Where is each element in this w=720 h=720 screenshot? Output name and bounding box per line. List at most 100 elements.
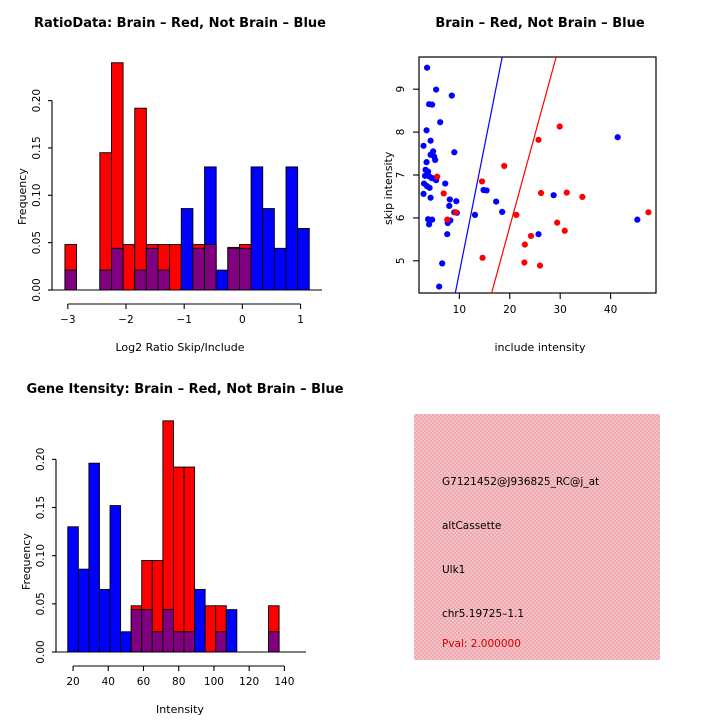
scatter-point <box>634 216 641 223</box>
scatter-point <box>579 193 586 200</box>
scatter-panel: Brain – Red, Not Brain – Blue 5 6 7 8 9 10 20 3… <box>360 0 720 360</box>
svg-ratio-xaxis: −3 −2 −1 0 1 <box>60 303 304 326</box>
y-tick-label: 0.15 <box>31 136 43 159</box>
svg-scatter-yaxis: 5 6 7 8 9 <box>395 86 419 264</box>
ratio-histogram-panel: RatioData: Brain – Red, Not Brain – Blue… <box>0 0 360 360</box>
hist-bar-overlap <box>110 247 124 291</box>
y-tick-label: 0.05 <box>35 592 47 615</box>
scatter-point <box>423 127 430 134</box>
ratio-histogram-plot: 0.00 0.05 0.10 0.15 0.20 −3 −2 −1 0 1 <box>31 62 322 326</box>
scatter-point <box>535 136 542 143</box>
hist-bar-overlap <box>227 247 240 291</box>
scatter-point <box>479 254 486 261</box>
hist-bar <box>273 247 287 291</box>
scatter-point <box>535 231 542 238</box>
gene-histogram-plot: 0.00 0.05 0.10 0.15 0.20 20 40 60 80 100 120 140 <box>35 420 306 688</box>
x-tick-label: −1 <box>176 314 191 326</box>
scatter-point <box>521 241 528 248</box>
scatter-point <box>424 168 432 175</box>
hist-bar <box>297 227 310 291</box>
hist-bar-overlap <box>141 609 153 653</box>
hist-bar-overlap <box>157 269 171 291</box>
scatter-point <box>478 178 486 185</box>
scatter-point <box>536 262 544 269</box>
scatter-point <box>471 211 479 219</box>
scatter-point <box>483 187 490 194</box>
gene-histogram-ylabel: Frequency <box>20 533 33 590</box>
scatter-point <box>427 137 434 144</box>
hist-bar-overlap <box>192 247 206 291</box>
x-tick-label: 100 <box>204 676 224 688</box>
x-tick-label: 20 <box>503 304 516 316</box>
scatter-point <box>561 227 568 234</box>
plot-box <box>418 56 657 294</box>
hist-bar-overlap <box>145 247 159 291</box>
hist-bar <box>109 505 122 653</box>
svg-gene-bars <box>67 420 280 653</box>
hist-bar-overlap <box>172 631 185 653</box>
scatter-point <box>448 92 455 99</box>
threshold-line-red-threshold <box>491 57 557 293</box>
x-tick-label: −2 <box>118 314 133 326</box>
hist-bar <box>99 152 112 291</box>
scatter-point <box>446 196 453 203</box>
svg-ratio-bars <box>64 62 310 291</box>
scatter-point <box>420 190 427 197</box>
scatter-point <box>521 259 528 266</box>
y-tick-label: 0.10 <box>35 544 47 567</box>
hist-bar <box>204 605 217 653</box>
hist-bar <box>183 466 196 653</box>
hist-bar <box>180 208 194 291</box>
gene-info-panel: G7121452@J936825_RC@j_at altCassette Ulk… <box>414 414 660 660</box>
scatter-point <box>439 260 446 267</box>
scatter-point <box>499 208 506 215</box>
ratio-histogram-xlabel: Log2 Ratio Skip/Include <box>115 341 245 354</box>
hist-bar <box>134 107 147 291</box>
scatter-point <box>444 231 451 238</box>
x-tick-label: 1 <box>297 314 304 326</box>
hist-bar <box>215 269 229 291</box>
hist-bar-overlap <box>130 609 143 653</box>
scatter-point <box>513 211 520 219</box>
hist-bar-overlap <box>99 269 112 291</box>
gene-symbol-text: Ulk1 <box>442 564 466 576</box>
hist-bar <box>285 166 299 291</box>
scatter-point <box>501 162 508 170</box>
hist-bar <box>67 526 79 653</box>
scatter-point <box>442 180 449 187</box>
x-tick-label: 60 <box>137 676 150 688</box>
x-tick-label: 10 <box>453 304 466 316</box>
x-tick-label: 0 <box>239 314 246 326</box>
scatter-point <box>446 202 453 209</box>
gene-histogram-panel: Gene Itensity: Brain – Red, Not Brain – … <box>0 360 360 720</box>
y-tick-label: 0.00 <box>31 278 43 301</box>
threshold-line-blue-threshold <box>454 57 503 293</box>
scatter-point <box>444 216 451 223</box>
scatter-point <box>436 283 443 290</box>
scatter-point <box>614 134 621 141</box>
scatter-points <box>420 64 652 290</box>
gene-histogram-xlabel: Intensity <box>156 703 204 716</box>
y-tick-label: 0.05 <box>31 231 43 254</box>
hist-bar-overlap <box>183 631 196 653</box>
x-tick-label: −3 <box>60 314 75 326</box>
y-tick-label: 7 <box>395 172 407 179</box>
hist-bar <box>194 588 206 653</box>
hist-bar-overlap <box>162 609 174 653</box>
threshold-lines <box>454 57 557 293</box>
scatter-point <box>425 221 433 228</box>
scatter-point <box>563 189 570 196</box>
y-tick-label: 0.10 <box>31 184 43 207</box>
svg-scatter-xaxis: 10 20 30 40 <box>453 293 617 316</box>
scatter-xlabel: include intensity <box>494 341 586 354</box>
x-tick-label: 80 <box>172 676 185 688</box>
scatter-point <box>420 142 427 149</box>
scatter-point <box>550 192 557 199</box>
event-type-text: altCassette <box>442 520 502 532</box>
x-tick-label: 40 <box>604 304 617 316</box>
y-tick-label: 5 <box>395 257 407 264</box>
scatter-point <box>423 64 431 71</box>
scatter-point <box>493 198 500 205</box>
hist-bar-overlap <box>238 247 252 291</box>
hist-bar <box>122 244 136 291</box>
